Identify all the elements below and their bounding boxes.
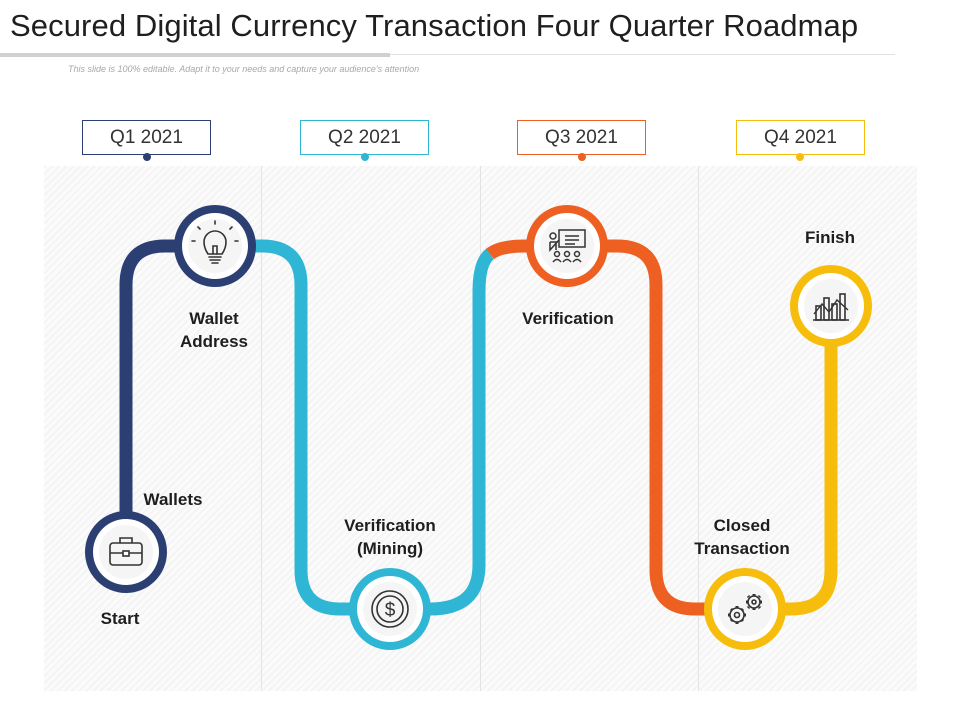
label-verification-mining-line1: Verification (344, 516, 436, 535)
label-verification: Verification (522, 309, 614, 328)
lightbulb-icon (191, 220, 239, 264)
dollar-coin-icon: $ (371, 590, 409, 628)
milestone-verification (526, 205, 608, 287)
title-rule (390, 54, 895, 55)
page-title: Secured Digital Currency Transaction Fou… (10, 8, 859, 43)
quarter-box-q3: Q3 2021 (517, 120, 646, 155)
presentation-board-icon (549, 229, 586, 263)
quarter-dot-q3 (578, 153, 586, 161)
milestone-closed-transaction (704, 568, 786, 650)
bar-chart-icon (813, 293, 849, 321)
briefcase-icon (109, 537, 143, 566)
road-segment-yellow (745, 306, 838, 616)
gears-icon (728, 594, 762, 624)
quarter-dot-q1 (143, 153, 151, 161)
quarter-box-q2: Q2 2021 (300, 120, 429, 155)
milestone-finish (790, 265, 872, 347)
quarter-dot-q4 (796, 153, 804, 161)
panel-divider (698, 166, 699, 691)
road-segment-orange (485, 239, 745, 616)
quarter-box-q1: Q1 2021 (82, 120, 211, 155)
road-segment-cyan (215, 239, 495, 616)
label-wallet-address-line1: Wallet (189, 309, 239, 328)
label-wallets: Wallets (143, 490, 203, 509)
milestone-wallets (85, 511, 167, 593)
label-finish: Finish (804, 228, 856, 247)
label-wallet-address-line2: Address (179, 332, 249, 351)
label-closed-transaction-line1: Closed (713, 516, 771, 535)
subtitle: This slide is 100% editable. Adapt it to… (68, 64, 420, 74)
label-closed-transaction-line2: Transaction (694, 539, 790, 558)
label-verification-mining-line2: (Mining) (356, 539, 424, 558)
svg-text:$: $ (385, 600, 396, 621)
road-segment-navy (119, 239, 215, 552)
milestone-wallet-address (174, 205, 256, 287)
panel-divider (261, 166, 262, 691)
milestone-verification-mining: $ (349, 568, 431, 650)
label-start: Start (100, 609, 140, 628)
quarter-dot-q2 (361, 153, 369, 161)
title-underline (0, 53, 390, 57)
